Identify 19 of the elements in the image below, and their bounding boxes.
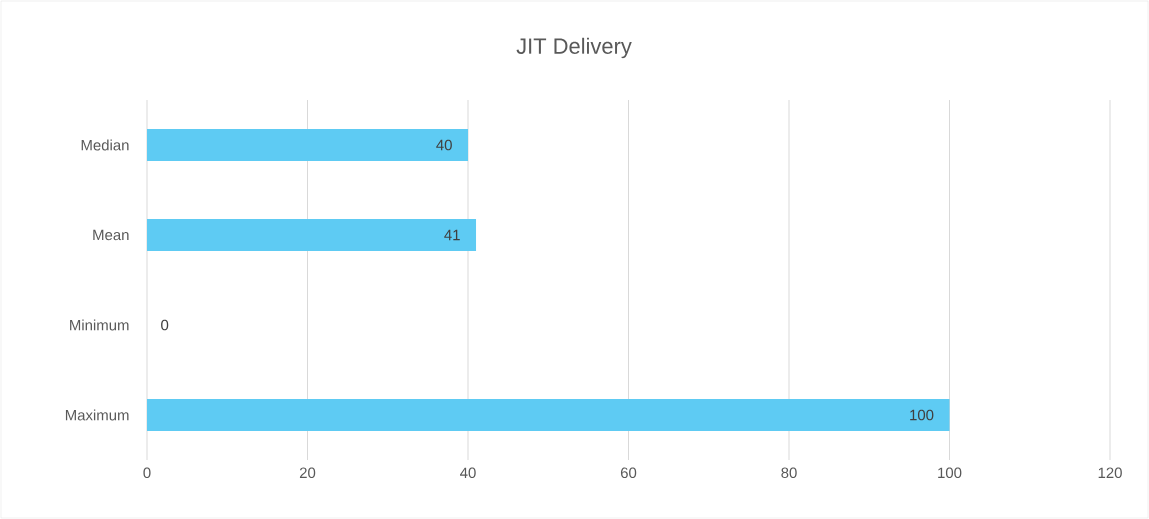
data-label: 100	[910, 409, 934, 421]
y-tick-label: Maximum	[65, 409, 129, 421]
chart-title: JIT Delivery	[516, 37, 632, 59]
bar	[147, 219, 477, 251]
x-tick-label: 0	[143, 467, 151, 479]
bar	[147, 129, 468, 161]
x-tick-label: 80	[781, 467, 797, 479]
x-tick-label: 100	[938, 467, 962, 479]
bar	[147, 399, 950, 431]
data-label: 41	[444, 229, 460, 241]
y-tick-label: Mean	[93, 229, 129, 241]
x-tick-label: 20	[299, 467, 316, 479]
data-label: 0	[161, 319, 169, 331]
x-tick-label: 120	[1098, 467, 1122, 479]
data-label: 40	[436, 139, 452, 151]
x-tick-label: 40	[460, 467, 476, 479]
y-tick-label: Minimum	[70, 319, 129, 331]
x-tick-label: 60	[620, 467, 637, 479]
y-tick-label: Median	[81, 139, 129, 151]
